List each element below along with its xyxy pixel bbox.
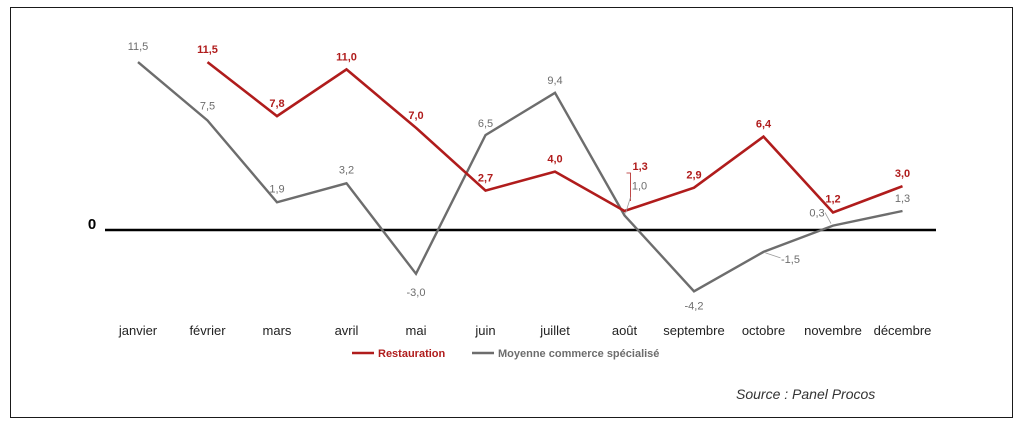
data-label-0-3: 11,0 — [336, 51, 357, 63]
x-tick-label: janvier — [118, 323, 158, 338]
chart-frame — [10, 7, 1013, 418]
x-tick-label: novembre — [804, 323, 862, 338]
x-tick-label: octobre — [742, 323, 785, 338]
data-label-0-2: 7,8 — [269, 98, 284, 110]
leader-line-novembre-moyenne — [824, 212, 832, 224]
series-line-0 — [206, 61, 903, 215]
data-label-0-6: 4,0 — [547, 154, 562, 166]
source-note: Source : Panel Procos — [736, 386, 876, 402]
leader-line-aout-restauration — [626, 172, 631, 202]
leader-line-octobre-moyenne — [765, 252, 781, 259]
data-label-1-3: 3,2 — [339, 164, 354, 176]
series-line-1 — [137, 61, 903, 293]
data-label-1-4: -3,0 — [407, 287, 426, 299]
data-label-1-8: -4,2 — [685, 300, 704, 312]
data-label-1-11: 1,3 — [895, 193, 910, 205]
x-tick-label: juillet — [539, 323, 570, 338]
data-label-1-10: 0,3 — [809, 208, 824, 220]
data-label-1-1: 7,5 — [200, 101, 215, 113]
data-label-0-8: 2,9 — [686, 170, 701, 182]
legend-label-1: Moyenne commerce spécialisé — [498, 348, 659, 360]
data-label-0-9: 6,4 — [756, 119, 772, 131]
data-label-0-1: 11,5 — [197, 44, 218, 56]
x-tick-label: février — [189, 323, 226, 338]
data-label-0-11: 3,0 — [895, 168, 910, 180]
data-label-0-10: 1,2 — [825, 193, 840, 205]
x-tick-label: août — [612, 323, 638, 338]
data-label-1-7: 1,0 — [632, 180, 647, 192]
data-label-0-5: 2,7 — [478, 173, 493, 185]
x-tick-label: juin — [474, 323, 495, 338]
x-tick-label: septembre — [663, 323, 724, 338]
data-label-1-2: 1,9 — [269, 183, 284, 195]
data-label-1-6: 9,4 — [547, 75, 562, 87]
x-tick-label: mars — [263, 323, 292, 338]
x-tick-label: décembre — [874, 323, 932, 338]
data-label-0-7: 1,3 — [633, 161, 648, 173]
leader-line-aout-moyenne — [625, 197, 631, 214]
data-label-0-4: 7,0 — [408, 110, 423, 122]
data-label-1-5: 6,5 — [478, 118, 493, 130]
data-label-1-0: 11,5 — [128, 41, 149, 53]
zero-label: 0 — [88, 216, 96, 233]
data-label-1-9: -1,5 — [781, 254, 800, 266]
legend-label-0: Restauration — [378, 348, 446, 360]
x-tick-label: mai — [406, 323, 427, 338]
x-tick-label: avril — [335, 323, 359, 338]
